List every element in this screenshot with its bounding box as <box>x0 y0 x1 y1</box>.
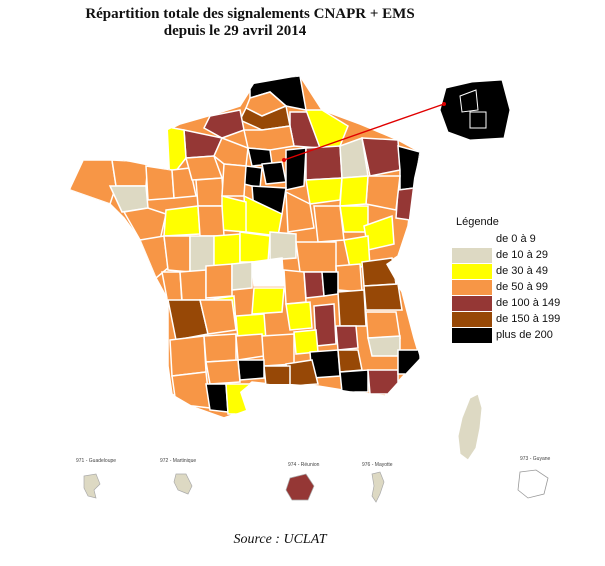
dept-charente <box>179 269 207 301</box>
dept-alpes-de-haute-provence <box>367 335 401 357</box>
dept-lyon <box>321 271 339 297</box>
ile-de-france-inset <box>282 79 511 162</box>
legend-label: de 50 à 99 <box>496 281 548 293</box>
dept-hautes-pyrenees <box>205 383 229 413</box>
dept-haute-vienne <box>205 263 233 299</box>
dept-savoie <box>363 283 403 311</box>
martinique <box>173 473 193 495</box>
dept-finistere <box>70 159 117 205</box>
dept-vosges <box>365 175 401 211</box>
legend-row: de 30 à 49 <box>452 263 567 279</box>
corsica <box>457 393 483 461</box>
reunion <box>285 473 315 501</box>
dept-charente-maritime <box>161 271 183 305</box>
dept-cher <box>239 231 271 263</box>
dept-ain <box>335 263 363 293</box>
dept-seine-maritime <box>203 109 245 139</box>
dept-cote-dor <box>313 205 345 243</box>
legend-label: de 150 à 199 <box>496 313 561 325</box>
dept-indre-et-loire <box>197 205 225 237</box>
dept-drome <box>335 325 359 351</box>
dept-isere <box>337 289 367 327</box>
dept-paris <box>261 161 287 185</box>
dept-oise <box>243 125 295 151</box>
legend: Légende de 0 à 9 de 10 à 29 de 30 à 49 d… <box>452 216 567 343</box>
dept-seine-et-marne <box>285 147 307 191</box>
dept-aude <box>269 385 297 411</box>
dept-tarn-et-garonne <box>237 359 265 381</box>
legend-swatch <box>452 263 492 279</box>
label-martinique: 972 - Martinique <box>160 458 197 464</box>
label-mayotte: 976 - Mayotte <box>362 462 393 468</box>
dept-rhone <box>303 271 325 299</box>
map-title: Répartition totale des signalements CNAP… <box>0 6 500 40</box>
legend-swatch <box>452 311 492 327</box>
legend-row: plus de 200 <box>452 327 567 343</box>
dept-yvelines <box>243 165 263 189</box>
dept-saone-et-loire <box>295 241 337 273</box>
dept-haute-loire <box>285 301 313 331</box>
label-reunion: 974 - Réunion <box>288 462 320 468</box>
legend-row: de 0 à 9 <box>452 231 567 247</box>
legend-title: Légende <box>456 216 499 228</box>
legend-swatch <box>452 279 492 295</box>
dept-indre <box>213 233 241 267</box>
dept-deux-sevres <box>163 235 191 273</box>
dept-hautes-alpes <box>365 311 401 339</box>
label-guadeloupe: 971 - Guadeloupe <box>76 458 117 464</box>
dept-dordogne <box>199 299 237 335</box>
dept-vaucluse <box>337 349 363 373</box>
source-caption: Source : UCLAT <box>233 532 327 547</box>
dept-landes <box>169 335 207 377</box>
dept-lot <box>235 333 265 361</box>
dept-lot-et-garonne <box>203 333 237 363</box>
mayotte <box>371 471 385 503</box>
legend-label: de 30 à 49 <box>496 265 548 277</box>
dept-lozere <box>293 329 319 355</box>
dept-pyrenees-atlantiques <box>171 371 211 409</box>
dept-haute-garonne <box>225 383 255 415</box>
legend-label: plus de 200 <box>496 329 553 341</box>
dept-aube <box>305 177 343 205</box>
legend-label: de 0 à 9 <box>496 233 536 245</box>
dept-loire <box>283 269 307 305</box>
guadeloupe <box>83 473 101 499</box>
dept-var <box>367 369 399 395</box>
dept-loir-et-cher <box>221 195 247 233</box>
legend-swatch <box>452 295 492 311</box>
dept-nievre <box>269 231 297 261</box>
legend-swatch <box>452 247 492 263</box>
dept-sarthe <box>195 177 225 207</box>
dept-ardennes <box>304 109 349 149</box>
dept-bouches-du-rhone <box>339 369 369 393</box>
title-line-2: depuis le 29 avril 2014 <box>163 23 307 39</box>
label-guyane: 973 - Guyane <box>520 456 551 462</box>
dept-herault <box>285 359 319 387</box>
legend-row: de 150 à 199 <box>452 311 567 327</box>
legend-label: de 100 à 149 <box>496 297 561 309</box>
legend-row: de 10 à 29 <box>452 247 567 263</box>
legend-label: de 10 à 29 <box>496 249 548 261</box>
dept-haute-marne <box>339 175 369 207</box>
departments <box>70 76 420 415</box>
dept-tarn <box>263 365 291 387</box>
dept-allier <box>251 257 285 287</box>
dept-maine-et-loire <box>163 205 201 237</box>
legend-swatch <box>452 327 492 343</box>
dept-ariege <box>249 385 273 411</box>
dept-puy-de-dome <box>251 287 285 315</box>
dept-gers <box>205 359 241 385</box>
legend-swatch <box>452 231 492 247</box>
dept-aveyron <box>261 333 295 367</box>
dept-creuse <box>231 261 253 291</box>
title-line-1: Répartition totale des signalements CNAP… <box>85 6 415 22</box>
dept-ille-et-vilaine <box>145 165 175 201</box>
dept-loire-atlantique <box>122 207 167 241</box>
legend-row: de 50 à 99 <box>452 279 567 295</box>
dept-yonne <box>285 190 315 233</box>
dept-eure-et-loir <box>221 163 247 197</box>
legend-row: de 100 à 149 <box>452 295 567 311</box>
guyane <box>517 469 549 499</box>
